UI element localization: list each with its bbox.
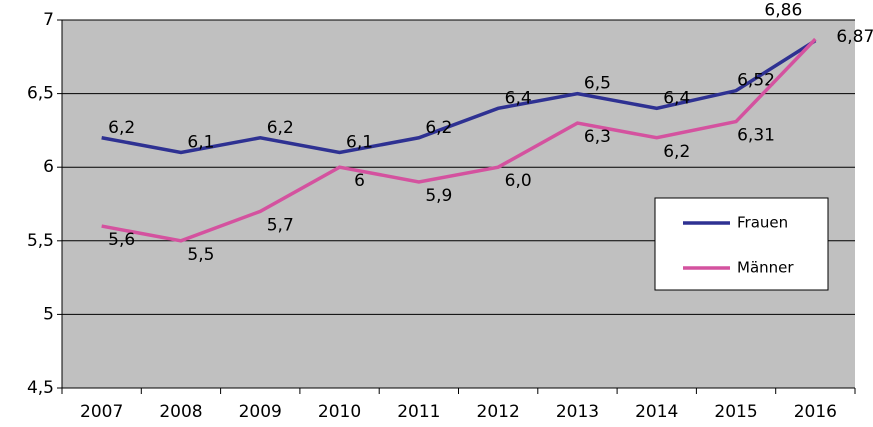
- data-label: 6,5: [584, 74, 611, 94]
- x-tick-label: 2011: [397, 402, 440, 422]
- series-line: [101, 39, 817, 155]
- data-label: 5,6: [108, 230, 135, 250]
- x-tick-label: 2010: [318, 402, 361, 422]
- x-tick-label: 2007: [80, 402, 123, 422]
- data-label: 5,7: [267, 215, 294, 235]
- x-tick-label: 2013: [556, 402, 599, 422]
- data-label: 6,1: [187, 132, 214, 152]
- x-tick-label: 2008: [159, 402, 202, 422]
- data-label: 6,2: [267, 118, 294, 138]
- x-tick-label: 2016: [794, 402, 837, 422]
- y-tick-label: 6,5: [27, 84, 54, 104]
- data-label: 6,87: [836, 27, 873, 47]
- y-tick-label: 7: [43, 10, 54, 30]
- y-tick-label: 6: [43, 157, 54, 177]
- data-label: 6,2: [663, 142, 690, 162]
- data-label: 6,2: [425, 118, 452, 138]
- data-label: 6,52: [737, 71, 775, 91]
- x-tick-label: 2014: [635, 402, 678, 422]
- x-tick-label: 2015: [714, 402, 757, 422]
- data-label: 5,5: [187, 245, 214, 265]
- data-label: 6,4: [505, 88, 532, 108]
- y-tick-label: 4,5: [27, 378, 54, 398]
- y-tick-label: 5: [43, 304, 54, 324]
- data-label: 6,1: [346, 132, 373, 152]
- data-label: 5,9: [425, 186, 452, 206]
- x-tick-label: 2009: [239, 402, 282, 422]
- legend-label: Frauen: [737, 214, 788, 232]
- x-tick-label: 2012: [477, 402, 520, 422]
- data-label: 6,0: [505, 171, 532, 191]
- series-line: [101, 37, 817, 243]
- data-label: 6,86: [764, 1, 802, 21]
- legend-box: [654, 197, 829, 291]
- y-tick-label: 5,5: [27, 231, 54, 251]
- data-label: 6,2: [108, 118, 135, 138]
- data-label: 6,3: [584, 127, 611, 147]
- data-label: 6,31: [737, 126, 775, 146]
- data-label: 6: [354, 171, 365, 191]
- legend-label: Männer: [737, 259, 794, 277]
- data-label: 6,4: [663, 88, 690, 108]
